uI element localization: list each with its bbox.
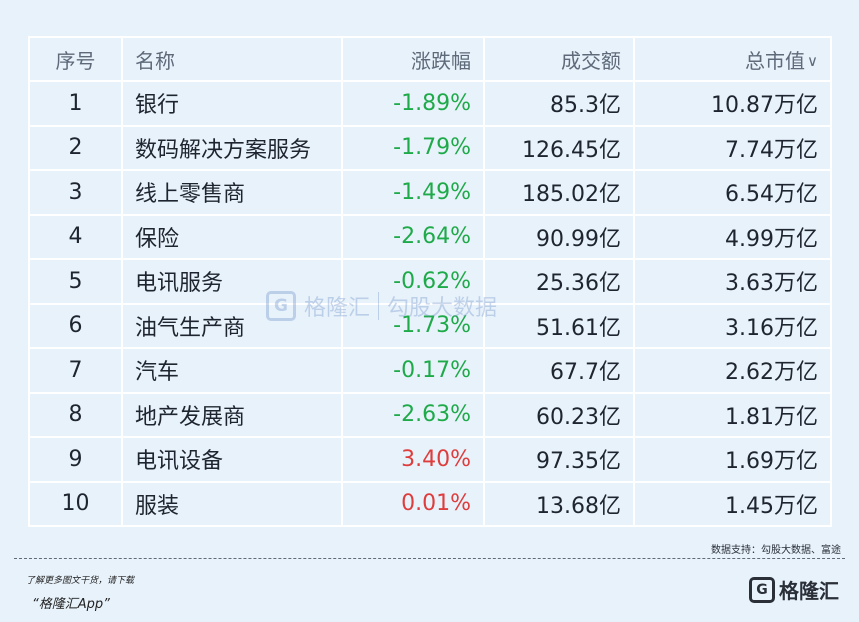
chevron-down-icon[interactable]: ∨ bbox=[807, 51, 818, 70]
table-row[interactable]: 6 油气生产商 -1.73% 51.61亿 3.16万亿 bbox=[28, 302, 832, 349]
row-market-cap: 10.87万亿 bbox=[633, 80, 832, 127]
row-change: -0.17% bbox=[341, 347, 485, 394]
row-index: 5 bbox=[28, 258, 123, 305]
row-name: 电讯设备 bbox=[121, 436, 343, 483]
row-change: -1.49% bbox=[341, 169, 485, 216]
row-volume: 97.35亿 bbox=[483, 436, 635, 483]
row-index: 1 bbox=[28, 80, 123, 127]
row-name: 服装 bbox=[121, 480, 343, 527]
row-name: 数码解决方案服务 bbox=[121, 124, 343, 171]
row-volume: 126.45亿 bbox=[483, 124, 635, 171]
header-market-cap-label: 总市值 bbox=[745, 48, 806, 73]
row-volume: 60.23亿 bbox=[483, 391, 635, 438]
row-volume: 13.68亿 bbox=[483, 480, 635, 527]
table-row[interactable]: 9 电讯设备 3.40% 97.35亿 1.69万亿 bbox=[28, 436, 832, 483]
table-row[interactable]: 3 线上零售商 -1.49% 185.02亿 6.54万亿 bbox=[28, 169, 832, 216]
promo-line-2[interactable]: “格隆汇App” bbox=[32, 597, 110, 612]
row-change: -1.73% bbox=[341, 302, 485, 349]
row-index: 8 bbox=[28, 391, 123, 438]
row-market-cap: 3.16万亿 bbox=[633, 302, 832, 349]
row-market-cap: 1.69万亿 bbox=[633, 436, 832, 483]
row-index: 4 bbox=[28, 213, 123, 260]
row-change: 3.40% bbox=[341, 436, 485, 483]
row-market-cap: 2.62万亿 bbox=[633, 347, 832, 394]
row-name: 线上零售商 bbox=[121, 169, 343, 216]
table-body: 1 银行 -1.89% 85.3亿 10.87万亿 2 数码解决方案服务 -1.79% 126.… bbox=[28, 80, 832, 527]
table-row[interactable]: 7 汽车 -0.17% 67.7亿 2.62万亿 bbox=[28, 347, 832, 394]
row-market-cap: 4.99万亿 bbox=[633, 213, 832, 260]
row-name: 银行 bbox=[121, 80, 343, 127]
brand-logo-icon: G bbox=[749, 576, 775, 603]
row-change: -2.63% bbox=[341, 391, 485, 438]
industry-table-container: 序号 名称 涨跌幅 成交额 总市值 ∨ 1 银行 -1.89% 85.3亿 10.87万亿… bbox=[28, 36, 832, 527]
promo-line-1: 了解更多图文干货，请下载 bbox=[26, 576, 135, 586]
brand-logo[interactable]: G 格隆汇 bbox=[749, 575, 839, 604]
row-change: 0.01% bbox=[341, 480, 485, 527]
table-row[interactable]: 4 保险 -2.64% 90.99亿 4.99万亿 bbox=[28, 213, 832, 260]
industry-table: 序号 名称 涨跌幅 成交额 总市值 ∨ 1 银行 -1.89% 85.3亿 10.87万亿… bbox=[28, 36, 832, 527]
row-change: -2.64% bbox=[341, 213, 485, 260]
row-change: -1.89% bbox=[341, 80, 485, 127]
row-volume: 85.3亿 bbox=[483, 80, 635, 127]
row-volume: 51.61亿 bbox=[483, 302, 635, 349]
header-market-cap[interactable]: 总市值 ∨ bbox=[633, 36, 832, 82]
footer-divider bbox=[14, 558, 845, 559]
table-row[interactable]: 2 数码解决方案服务 -1.79% 126.45亿 7.74万亿 bbox=[28, 124, 832, 171]
header-index[interactable]: 序号 bbox=[28, 36, 123, 82]
row-name: 油气生产商 bbox=[121, 302, 343, 349]
brand-logo-text: 格隆汇 bbox=[779, 579, 839, 603]
table-row[interactable]: 8 地产发展商 -2.63% 60.23亿 1.81万亿 bbox=[28, 391, 832, 438]
row-index: 3 bbox=[28, 169, 123, 216]
row-name: 电讯服务 bbox=[121, 258, 343, 305]
row-market-cap: 7.74万亿 bbox=[633, 124, 832, 171]
table-row[interactable]: 10 服装 0.01% 13.68亿 1.45万亿 bbox=[28, 480, 832, 527]
row-name: 保险 bbox=[121, 213, 343, 260]
row-change: -1.79% bbox=[341, 124, 485, 171]
row-volume: 185.02亿 bbox=[483, 169, 635, 216]
table-row[interactable]: 5 电讯服务 -0.62% 25.36亿 3.63万亿 bbox=[28, 258, 832, 305]
row-market-cap: 1.45万亿 bbox=[633, 480, 832, 527]
row-market-cap: 1.81万亿 bbox=[633, 391, 832, 438]
header-volume[interactable]: 成交额 bbox=[483, 36, 635, 82]
row-name: 汽车 bbox=[121, 347, 343, 394]
row-volume: 90.99亿 bbox=[483, 213, 635, 260]
row-change: -0.62% bbox=[341, 258, 485, 305]
table-row[interactable]: 1 银行 -1.89% 85.3亿 10.87万亿 bbox=[28, 80, 832, 127]
row-index: 6 bbox=[28, 302, 123, 349]
row-volume: 25.36亿 bbox=[483, 258, 635, 305]
row-index: 7 bbox=[28, 347, 123, 394]
header-change[interactable]: 涨跌幅 bbox=[341, 36, 485, 82]
data-source-note: 数据支持：勾股大数据、富途 bbox=[711, 545, 841, 556]
row-market-cap: 3.63万亿 bbox=[633, 258, 832, 305]
table-header-row: 序号 名称 涨跌幅 成交额 总市值 ∨ bbox=[28, 36, 832, 82]
row-index: 9 bbox=[28, 436, 123, 483]
row-name: 地产发展商 bbox=[121, 391, 343, 438]
row-market-cap: 6.54万亿 bbox=[633, 169, 832, 216]
row-index: 2 bbox=[28, 124, 123, 171]
row-volume: 67.7亿 bbox=[483, 347, 635, 394]
header-name[interactable]: 名称 bbox=[121, 36, 343, 82]
row-index: 10 bbox=[28, 480, 123, 527]
